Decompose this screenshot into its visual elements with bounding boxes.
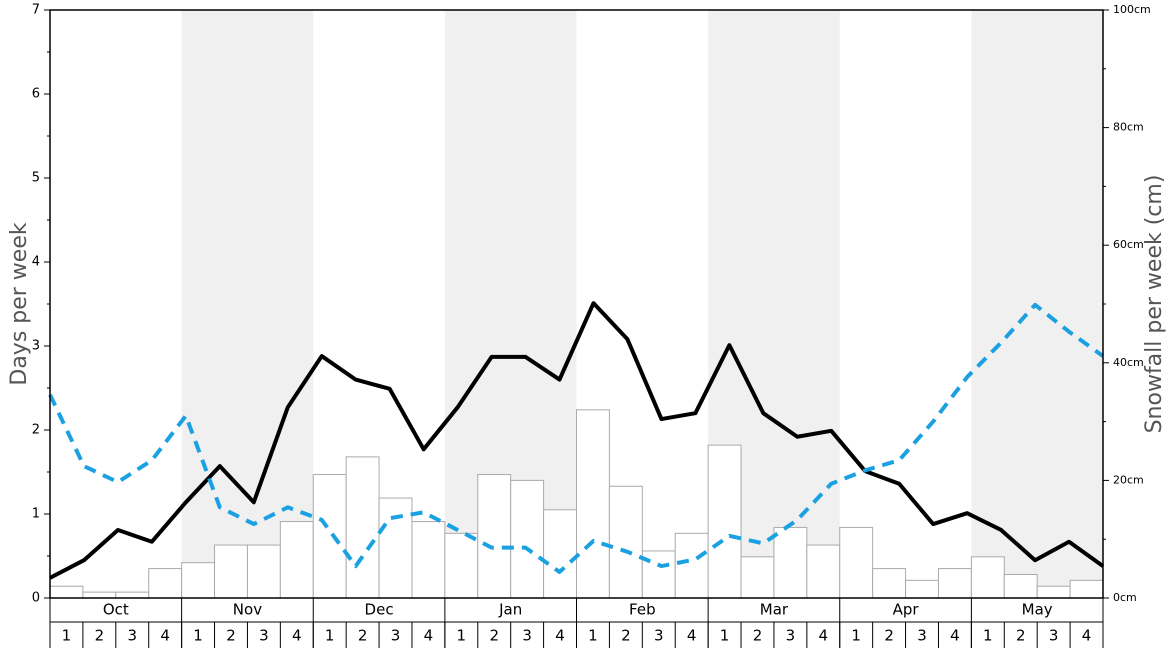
x-tick-label: 4 — [160, 627, 170, 645]
x-tick-label: 1 — [62, 627, 72, 645]
bar — [872, 568, 907, 599]
x-tick-label: 4 — [555, 627, 565, 645]
y-tick-label: 0 — [32, 591, 40, 606]
x-tick-label: 2 — [358, 627, 368, 645]
bar — [312, 474, 347, 599]
y-tick-label: 3 — [32, 339, 40, 354]
x-tick-label: 4 — [950, 627, 960, 645]
bar — [181, 562, 216, 599]
bar — [576, 409, 610, 599]
month-band — [181, 10, 314, 598]
bar — [806, 544, 841, 599]
bar — [839, 526, 874, 599]
month-label: Feb — [629, 601, 656, 619]
bar — [1036, 585, 1071, 599]
x-tick-label: 1 — [851, 627, 861, 645]
x-tick-label: 1 — [325, 627, 335, 645]
y-tick-label: 7 — [32, 3, 40, 18]
x-tick-label: 3 — [127, 627, 137, 645]
bar — [543, 509, 577, 599]
x-tick-label: 1 — [720, 627, 730, 645]
y2-tick-label: 100cm — [1113, 3, 1151, 16]
bar — [82, 591, 117, 599]
x-tick-label: 4 — [424, 627, 434, 645]
y-tick-label: 2 — [32, 423, 40, 438]
y-axis-label: Days per week — [7, 222, 32, 385]
bar — [608, 485, 643, 599]
x-tick-label: 3 — [786, 627, 796, 645]
bar — [740, 556, 775, 599]
bar — [773, 526, 808, 599]
bar — [937, 568, 972, 599]
x-tick-label: 3 — [917, 627, 927, 645]
month-label: Mar — [760, 601, 789, 619]
y2-tick-label: 80cm — [1113, 121, 1144, 134]
y2-tick-label: 40cm — [1113, 356, 1144, 369]
bar — [905, 579, 939, 599]
x-tick-label: 1 — [193, 627, 203, 645]
bar — [49, 585, 84, 599]
bar — [378, 497, 413, 599]
y-tick-label: 6 — [32, 87, 40, 102]
x-tick-label: 3 — [522, 627, 532, 645]
bar — [970, 556, 1005, 599]
y-tick-label: 1 — [32, 507, 40, 522]
x-tick-label: 4 — [1082, 627, 1092, 645]
x-tick-label: 4 — [819, 627, 829, 645]
month-label: Apr — [893, 601, 920, 619]
bar — [477, 474, 512, 599]
month-label: Jan — [498, 601, 522, 619]
bar — [345, 456, 380, 599]
bar — [148, 568, 183, 599]
bar — [641, 550, 676, 599]
dashed-line — [48, 302, 1105, 574]
bar — [444, 532, 479, 599]
x-tick-label: 2 — [621, 627, 631, 645]
x-tick-label: 1 — [588, 627, 598, 645]
month-label: May — [1022, 601, 1053, 619]
x-tick-label: 3 — [1049, 627, 1059, 645]
month-label: Dec — [365, 601, 394, 619]
y-tick-label: 4 — [32, 255, 40, 270]
bar — [674, 532, 709, 599]
y-tick-label: 5 — [32, 171, 40, 186]
bar — [214, 544, 248, 599]
y2-axis-label: Snowfall per week (cm) — [1142, 175, 1167, 434]
y2-tick-label: 0cm — [1113, 591, 1137, 604]
x-tick-label: 4 — [292, 627, 302, 645]
y2-tick-label: 60cm — [1113, 238, 1144, 251]
x-tick-label: 2 — [95, 627, 105, 645]
bar — [707, 444, 742, 599]
bar — [1003, 573, 1038, 599]
x-tick-label: 1 — [457, 627, 467, 645]
bar — [246, 544, 281, 599]
x-tick-label: 3 — [391, 627, 401, 645]
line — [49, 301, 1105, 580]
x-tick-label: 3 — [259, 627, 269, 645]
x-tick-label: 4 — [687, 627, 697, 645]
x-tick-label: 3 — [654, 627, 664, 645]
y2-tick-label: 20cm — [1113, 473, 1144, 486]
x-tick-label: 2 — [489, 627, 499, 645]
x-tick-label: 2 — [1016, 627, 1026, 645]
x-tick-label: 2 — [226, 627, 236, 645]
bar — [411, 521, 446, 599]
x-tick-label: 2 — [884, 627, 894, 645]
bar — [1069, 579, 1104, 599]
bar — [279, 521, 314, 599]
bar — [115, 591, 150, 599]
bar — [510, 479, 545, 599]
x-tick-label: 2 — [753, 627, 763, 645]
month-label: Nov — [233, 601, 262, 619]
month-label: Oct — [103, 601, 129, 619]
x-tick-label: 1 — [983, 627, 993, 645]
